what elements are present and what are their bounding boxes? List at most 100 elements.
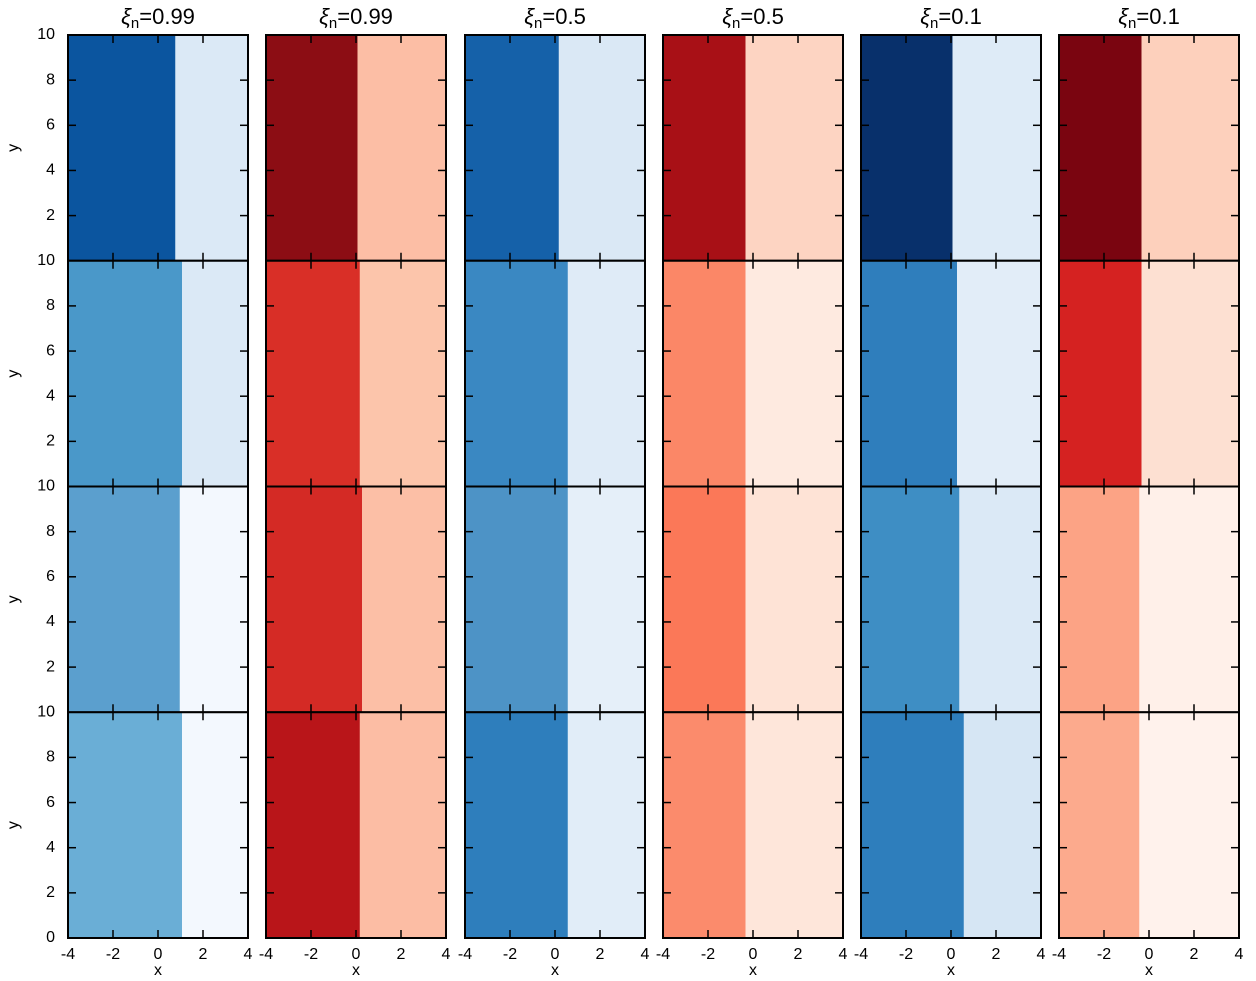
right-region [1140,35,1239,261]
column-title: ξn=0.5 [524,4,586,32]
left-region [861,35,951,261]
x-tick-label: -2 [701,946,715,963]
y-tick-label: 8 [46,297,55,314]
y-tick-label: 10 [37,252,55,269]
y-tick-label: 6 [46,568,55,585]
x-tick-label: -4 [854,946,868,963]
x-tick-label: 2 [992,946,1001,963]
title-subscript: n [732,15,740,32]
right-region [744,712,843,938]
left-region [1059,486,1138,713]
left-region [465,260,567,487]
title-symbol: ξ [1118,4,1129,29]
right-region [180,712,248,938]
x-tick-label: 2 [1190,946,1199,963]
right-region [951,35,1041,261]
y-tick-label: 2 [46,207,55,224]
left-region [861,260,956,487]
title-symbol: ξ [319,4,330,29]
x-tick-label: 4 [641,946,650,963]
y-tick-label: 6 [46,794,55,811]
y-tick-label: 4 [46,613,55,630]
left-region [266,486,361,713]
y-tick-label: 2 [46,658,55,675]
title-subscript: n [131,15,139,32]
left-region [465,35,558,261]
right-region [180,260,248,487]
x-tick-label: 0 [551,946,560,963]
x-tick-label: -4 [1052,946,1066,963]
right-region [957,486,1041,713]
y-axis-label: y [5,595,22,603]
y-tick-label: 4 [46,387,55,404]
x-tick-label: 4 [1037,946,1046,963]
right-region [356,35,446,261]
left-region [266,712,359,938]
left-region [68,35,174,261]
column-title: ξn=0.99 [121,4,195,32]
column-title: ξn=0.1 [920,4,982,32]
y-tick-label: 8 [46,71,55,88]
left-region [266,260,359,487]
y-tick-label: 10 [37,703,55,720]
y-axis-label: y [5,821,22,829]
left-region [861,486,958,713]
left-region [861,712,963,938]
title-label: =0.99 [139,4,195,29]
right-region [360,486,446,713]
right-region [744,35,843,261]
x-tick-label: -4 [259,946,273,963]
title-symbol: ξ [920,4,931,29]
y-tick-label: 6 [46,117,55,134]
left-region [68,260,181,487]
x-tick-label: 2 [397,946,406,963]
x-tick-label: -2 [503,946,517,963]
panel-frame [860,711,1042,939]
title-subscript: n [930,15,938,32]
x-tick-label: -4 [656,946,670,963]
y-tick-label: 2 [46,884,55,901]
x-tick-label: 4 [244,946,253,963]
title-label: =0.1 [938,4,981,29]
right-region [962,712,1041,938]
right-region [566,260,645,487]
title-label: =0.5 [740,4,783,29]
right-region [557,35,645,261]
x-tick-label: 0 [154,946,163,963]
right-region [744,260,843,487]
x-tick-label: -2 [1097,946,1111,963]
y-tick-label: 4 [46,839,55,856]
right-region [566,712,645,938]
right-region [1137,486,1239,713]
x-axis-label: x [947,962,955,979]
title-label: =0.99 [337,4,393,29]
left-region [663,712,744,938]
left-region [663,260,744,487]
panel-frame [464,711,646,939]
x-tick-label: 4 [442,946,451,963]
x-axis-label: x [749,962,757,979]
y-tick-label: 6 [46,342,55,359]
left-region [68,712,181,938]
panel-frame [265,711,447,939]
left-region [465,486,567,713]
panel-frame [1058,711,1240,939]
right-region [1137,712,1239,938]
x-tick-label: 4 [1235,946,1244,963]
x-axis-label: x [154,962,162,979]
column-title: ξn=0.99 [319,4,393,32]
x-tick-label: 0 [352,946,361,963]
x-tick-label: 2 [199,946,208,963]
title-label: =0.5 [542,4,585,29]
column-title: ξn=0.1 [1118,4,1180,32]
left-region [663,35,744,261]
x-axis-label: x [1145,962,1153,979]
x-tick-label: 0 [947,946,956,963]
left-region [465,712,567,938]
title-subscript: n [1128,15,1136,32]
title-label: =0.1 [1136,4,1179,29]
left-region [1059,712,1138,938]
left-region [1059,35,1140,261]
left-region [68,486,179,713]
